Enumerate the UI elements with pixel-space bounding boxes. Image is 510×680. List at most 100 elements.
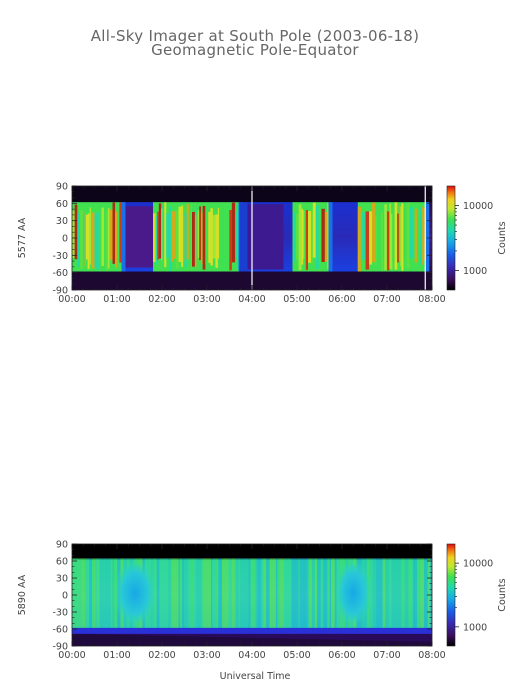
aurora-streak (412, 207, 415, 263)
aurora-streak (173, 211, 176, 259)
heatmap-area (72, 186, 432, 290)
emission-streak (171, 558, 174, 628)
aurora-streak (215, 214, 218, 268)
aurora-streak (389, 203, 392, 269)
emission-streak (187, 558, 191, 628)
aurora-streak (199, 206, 201, 261)
x-axis-label: Universal Time (220, 671, 291, 680)
emission-streak (190, 558, 194, 628)
aurora-streak (372, 202, 376, 263)
aurora-streak (190, 203, 192, 270)
x-tick-label: 01:00 (103, 294, 130, 305)
quiet-interval (239, 202, 248, 272)
aurora-streak (191, 211, 195, 267)
x-tick-label: 03:00 (193, 650, 220, 661)
x-tick-label: 05:00 (283, 650, 310, 661)
aurora-streak (392, 202, 395, 262)
y-tick-label: -90 (52, 642, 68, 653)
emission-streak (253, 558, 256, 628)
emission-streak (250, 558, 254, 628)
interval-edge (328, 202, 333, 272)
emission-streak (85, 558, 90, 628)
aurora-streak (236, 204, 239, 270)
emission-streak (300, 558, 305, 628)
aurora-streak (294, 212, 296, 262)
x-tick-label: 02:00 (148, 650, 175, 661)
aurora-streak (212, 215, 216, 259)
y-axis-label: 5577 AA (17, 217, 28, 258)
aurora-streak (416, 209, 420, 260)
aurora-streak (197, 210, 200, 259)
emission-streak (298, 558, 301, 628)
emission-streak (327, 558, 330, 628)
aurora-streak (98, 211, 102, 266)
y-tick-label: 0 (62, 591, 68, 602)
aurora-streak (196, 207, 198, 258)
aurora-streak (184, 213, 187, 268)
emission-streak (323, 558, 328, 628)
colorbar-label: Counts (497, 221, 508, 254)
aurora-streak (324, 211, 328, 262)
emission-streak (203, 558, 207, 628)
quiet-interval-core (121, 206, 153, 268)
aurora-streak (155, 215, 158, 265)
aurora-streak (357, 206, 361, 272)
aurora-streak (360, 213, 363, 264)
aurora-streak (400, 206, 402, 267)
emission-streak (225, 558, 229, 628)
aurora-streak (381, 212, 384, 271)
colorbar (446, 543, 456, 647)
emission-streak (291, 558, 295, 628)
emission-streak (182, 558, 185, 628)
colorbar-tick-label: 1000 (463, 622, 487, 633)
emission-streak (427, 558, 431, 628)
x-tick-label: 06:00 (328, 650, 355, 661)
aurora-streak (164, 202, 167, 268)
aurora-streak (301, 208, 304, 265)
x-tick-label: 08:00 (418, 650, 445, 661)
y-tick-label: -60 (52, 268, 68, 279)
aurora-streak (188, 210, 191, 267)
emission-streak (173, 558, 177, 628)
emission-streak (311, 558, 315, 628)
y-tick-label: -90 (52, 286, 68, 297)
aurora-streak (181, 205, 184, 267)
x-tick-label: 07:00 (373, 650, 400, 661)
emission-streak (178, 558, 180, 628)
aurora-streak (222, 206, 224, 259)
aurora-streak (406, 203, 410, 269)
aurora-streak (84, 212, 86, 267)
emission-streak (179, 558, 183, 628)
emission-streak (91, 558, 94, 628)
y-tick-label: 30 (56, 574, 68, 585)
aurora-streak (158, 203, 162, 259)
emission-streak (110, 558, 113, 628)
interval-edge (425, 202, 430, 272)
emission-streak (268, 558, 270, 628)
emission-streak (411, 558, 414, 628)
emission-streak (112, 558, 115, 628)
aurora-streak (169, 206, 172, 272)
emission-streak (334, 558, 337, 628)
emission-streak (209, 558, 211, 628)
emission-streak (382, 558, 386, 628)
aurora-streak (101, 207, 105, 266)
y-axis-label: 5890 AA (17, 574, 28, 615)
y-tick-label: 90 (56, 540, 68, 551)
aurora-streak (321, 208, 325, 262)
x-tick-label: 00:00 (58, 650, 85, 661)
aurora-streak (362, 212, 366, 260)
emission-streak (212, 558, 216, 628)
aurora-streak (414, 208, 417, 263)
emission-streak (215, 558, 219, 628)
emission-streak (218, 558, 223, 628)
emission-streak (159, 558, 163, 628)
emission-streak (385, 558, 389, 628)
emission-streak (408, 558, 412, 628)
emission-streak (235, 558, 239, 628)
emission-streak (240, 558, 242, 628)
x-tick-label: 03:00 (193, 294, 220, 305)
emission-streak (196, 558, 199, 628)
